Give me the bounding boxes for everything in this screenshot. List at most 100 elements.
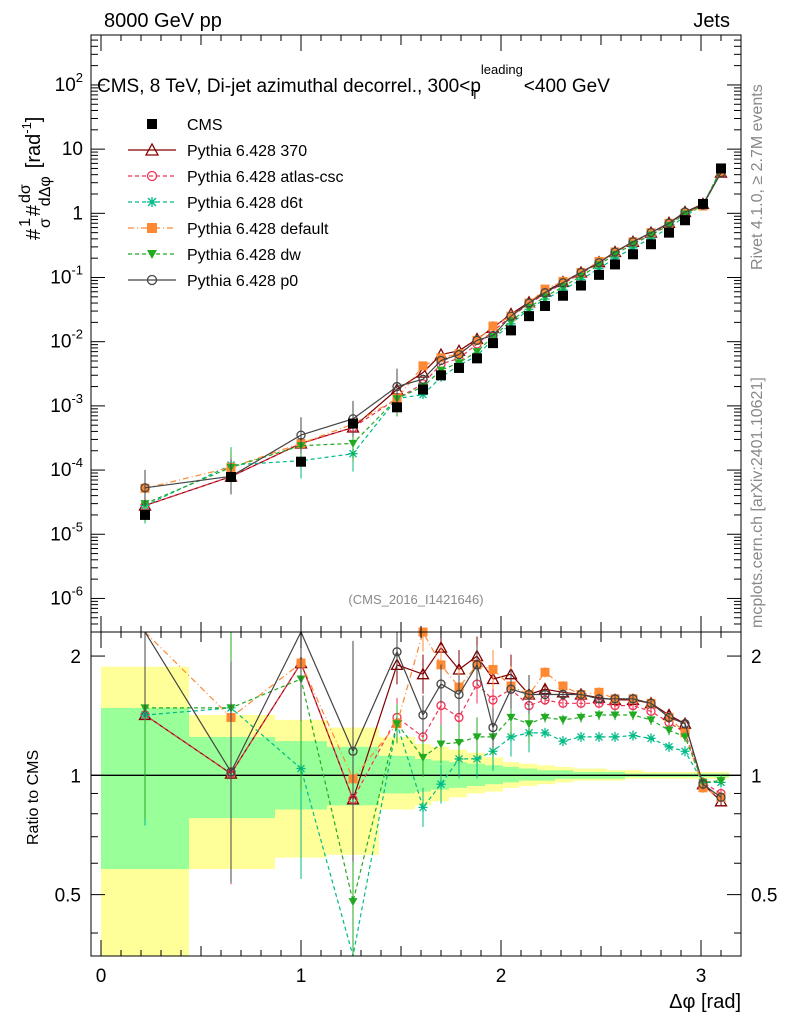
data-point — [418, 802, 428, 812]
data-point — [140, 509, 150, 520]
data-point — [594, 258, 604, 268]
x-tick-label: 1 — [296, 966, 307, 987]
data-point — [558, 276, 568, 286]
legend-entry: Pythia 6.428 atlas-csc — [128, 169, 344, 186]
legend-entry: Pythia 6.428 default — [128, 221, 329, 238]
ratio-line — [144, 661, 722, 801]
data-point — [488, 695, 498, 705]
data-point — [418, 753, 428, 762]
data-point — [628, 731, 638, 741]
data-point — [576, 713, 586, 722]
data-point — [540, 300, 550, 311]
data-point — [558, 736, 568, 746]
data-point — [540, 713, 550, 722]
data-point — [558, 278, 568, 288]
data-point — [436, 779, 446, 789]
chart-title: CMS, 8 TeV, Di-jet azimuthal decorrel., … — [97, 62, 610, 102]
data-point — [226, 767, 236, 777]
uncertainty-band-green — [555, 770, 573, 779]
y-tick-label-top: 10-4 — [50, 455, 83, 481]
data-point — [524, 720, 534, 729]
data-point — [488, 333, 498, 342]
data-point — [488, 722, 498, 733]
series-line — [144, 171, 722, 489]
data-point — [628, 249, 638, 260]
mcplots-url-label: mcplots.cern.ch [arXiv:2401.10621] — [749, 377, 766, 628]
top-panel-layer — [138, 163, 728, 524]
legend-entry: Pythia 6.428 p0 — [128, 273, 298, 290]
data-point — [680, 210, 690, 219]
x-axis-label: Δφ [rad] — [669, 991, 741, 1013]
data-point — [506, 311, 516, 321]
data-point — [296, 430, 306, 440]
data-point — [594, 732, 604, 742]
header-process: 8000 GeV pp — [104, 10, 222, 32]
x-tick-label: 0 — [96, 966, 107, 987]
data-point — [392, 720, 402, 729]
data-point — [348, 746, 358, 756]
data-point — [524, 311, 534, 322]
bottom-panel-layer — [91, 627, 741, 957]
series-pythia-6-428-p0 — [140, 168, 726, 506]
data-point — [540, 689, 550, 700]
series-line — [144, 172, 722, 489]
data-point — [436, 740, 446, 749]
data-point — [540, 728, 550, 738]
data-point — [680, 215, 690, 226]
data-point — [454, 349, 464, 359]
ratio-tick-label-right: 1 — [751, 766, 762, 787]
legend-entry: Pythia 6.428 370 — [128, 142, 307, 160]
data-point — [628, 694, 638, 704]
data-point — [594, 711, 604, 720]
data-point — [436, 370, 446, 381]
data-point — [506, 684, 516, 694]
data-point — [664, 712, 674, 723]
data-point — [716, 777, 726, 786]
uncertainty-band-green — [503, 766, 519, 783]
bottom-panel-frame — [90, 631, 742, 957]
axis-ticks: 10-6 10-5 10-4 10-3 10-2 10-1 1 10 102 0 1 2 3 0.5 0.5… — [50, 34, 777, 987]
y-tick-label-top: 10-3 — [50, 391, 83, 417]
data-point — [506, 713, 516, 722]
data-point — [716, 163, 726, 174]
y-tick-label-top: 10-5 — [50, 519, 83, 545]
data-point — [664, 726, 674, 735]
top-y-axis-label: #1 σ#dσ dΔφ[rad-1] — [17, 117, 54, 240]
data-point — [436, 679, 446, 689]
data-point — [348, 898, 358, 907]
uncertainty-band-green — [519, 768, 537, 781]
ratio-tick-label-left: 0.5 — [55, 886, 81, 907]
data-point — [716, 792, 726, 802]
data-point — [594, 694, 604, 704]
data-point — [488, 338, 498, 349]
data-point — [146, 274, 158, 286]
legend-label: Pythia 6.428 d6t — [187, 195, 303, 212]
data-point — [348, 439, 358, 448]
y-tick-label-top: 102 — [55, 70, 83, 96]
data-point — [698, 198, 708, 209]
data-point — [436, 355, 446, 366]
data-point — [610, 711, 620, 720]
legend-entry: CMS — [147, 117, 223, 134]
series-pythia-6-428-default — [140, 167, 726, 507]
data-point — [680, 733, 690, 742]
data-point — [472, 733, 482, 742]
data-point — [226, 471, 236, 482]
data-point — [454, 362, 464, 373]
data-point — [610, 247, 620, 257]
ratio-tick-label-right: 0.5 — [751, 886, 777, 907]
data-point — [418, 374, 428, 384]
y-tick-label-top: 10-1 — [50, 263, 83, 289]
data-point — [147, 197, 157, 207]
data-point — [664, 227, 674, 238]
y-tick-label-top: 10-6 — [50, 583, 83, 609]
data-point — [576, 267, 586, 278]
data-point — [418, 710, 428, 720]
data-point — [558, 716, 568, 725]
data-point — [296, 456, 306, 467]
legend-label: Pythia 6.428 default — [187, 221, 329, 238]
data-point — [436, 353, 446, 363]
data-point — [646, 733, 656, 743]
